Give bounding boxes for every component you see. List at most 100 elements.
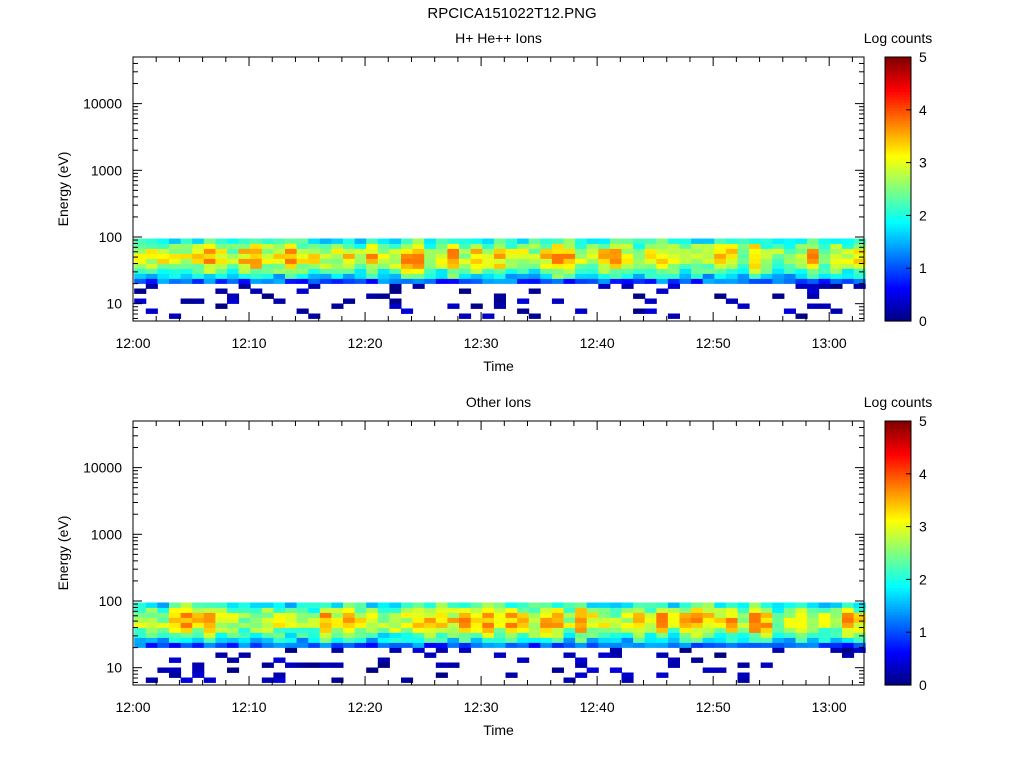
spectrogram-cell (772, 293, 785, 299)
spectrogram-cell (308, 642, 321, 648)
colorbar-step (885, 611, 911, 615)
spectrogram-cell (517, 657, 530, 663)
spectrogram-cell (493, 642, 506, 648)
spectrogram-cell (609, 647, 622, 653)
spectrogram-cell (807, 642, 820, 648)
spectrogram-cell (343, 238, 356, 244)
spectrogram-cell (459, 647, 472, 653)
spectrogram-cell (273, 617, 286, 623)
spectrogram-cell (261, 632, 274, 638)
spectrogram-cell (145, 253, 158, 259)
spectrogram-cell (389, 273, 402, 279)
spectrogram-cell (389, 602, 402, 608)
spectrogram-cell (377, 622, 390, 628)
spectrogram-cell (656, 263, 669, 269)
spectrogram-cell (783, 268, 796, 274)
spectrogram-cell (482, 313, 495, 319)
y-tick-label: 100 (99, 593, 123, 609)
spectrogram-cell (621, 243, 634, 249)
spectrogram-cell (366, 632, 379, 638)
colorbar-step (885, 80, 911, 84)
spectrogram-cell (401, 253, 414, 259)
spectrogram-cell (818, 627, 831, 633)
spectrogram-cell (180, 632, 193, 638)
spectrogram-cell (772, 637, 785, 643)
spectrogram-cell (377, 632, 390, 638)
spectrogram-cell (134, 263, 147, 269)
spectrogram-cell (250, 253, 263, 259)
colorbar-step (885, 547, 911, 551)
spectrogram-cell (180, 602, 193, 608)
spectrogram-cell (180, 617, 193, 623)
spectrogram-cell (203, 243, 216, 249)
x-tick-label: 12:20 (348, 699, 383, 715)
spectrogram-cell (575, 243, 588, 249)
spectrogram-cell (517, 298, 530, 304)
spectrogram-cell (389, 283, 402, 289)
spectrogram-cell (459, 273, 472, 279)
spectrogram-cell (679, 248, 692, 254)
spectrogram-cell (180, 677, 193, 683)
colorbar-step (885, 157, 911, 161)
spectrogram-cell (227, 632, 240, 638)
spectrogram-cell (737, 672, 750, 678)
spectrogram-cell (517, 248, 530, 254)
spectrogram-cell (169, 667, 182, 673)
colorbar-step (885, 101, 911, 106)
spectrogram-cell (412, 622, 425, 628)
spectrogram-cell (818, 243, 831, 249)
spectrogram-cell (702, 617, 715, 623)
spectrogram-cell (227, 293, 240, 299)
spectrogram-cell (783, 622, 796, 628)
spectrogram-cell (250, 238, 263, 244)
spectrogram-cell (783, 273, 796, 279)
spectrogram-cell (470, 617, 483, 623)
spectrogram-cell (807, 303, 820, 309)
spectrogram-cell (783, 253, 796, 259)
spectrogram-cell (459, 258, 472, 264)
spectrogram-cell (192, 627, 205, 633)
colorbar-step (885, 83, 911, 87)
colorbar-step (885, 225, 911, 230)
spectrogram-cell (389, 632, 402, 638)
colorbar-step (885, 223, 911, 227)
colorbar-step (885, 442, 911, 446)
spectrogram-cell (667, 617, 680, 623)
spectrogram-cell (157, 642, 170, 648)
spectrogram-cell (737, 617, 750, 623)
spectrogram-cell (366, 248, 379, 254)
spectrogram-cell (273, 642, 286, 648)
spectrogram-cell (308, 243, 321, 249)
spectrogram-cell (772, 617, 785, 623)
spectrogram-cell (656, 253, 669, 259)
spectrogram-cell (157, 602, 170, 608)
spectrogram-cell (435, 278, 448, 284)
colorbar-step (885, 542, 911, 546)
spectrogram-cell (679, 268, 692, 274)
colorbar-step (885, 471, 911, 475)
spectrogram-cell (273, 622, 286, 628)
spectrogram-cell (470, 238, 483, 244)
spectrogram-cell (145, 263, 158, 269)
spectrogram-cell (505, 258, 518, 264)
spectrogram-cell (853, 253, 866, 259)
spectrogram-cell (818, 637, 831, 643)
spectrogram-cell (586, 268, 599, 274)
spectrogram-cell (215, 268, 228, 274)
spectrogram-cell (412, 248, 425, 254)
colorbar-step (885, 426, 911, 430)
spectrogram-cell (285, 238, 298, 244)
spectrogram-cell (795, 243, 808, 249)
spectrogram-cell (760, 248, 773, 254)
spectrogram-cell (493, 268, 506, 274)
spectrogram-cell (679, 647, 692, 653)
spectrogram-cell (586, 258, 599, 264)
spectrogram-cell (540, 263, 553, 269)
spectrogram-cell (238, 253, 251, 259)
colorbar-step (885, 117, 911, 121)
spectrogram-cell (238, 627, 251, 633)
spectrogram-cell (563, 263, 576, 269)
spectrogram-cell (157, 617, 170, 623)
spectrogram-cell (517, 253, 530, 259)
colorbar-step (885, 305, 911, 309)
